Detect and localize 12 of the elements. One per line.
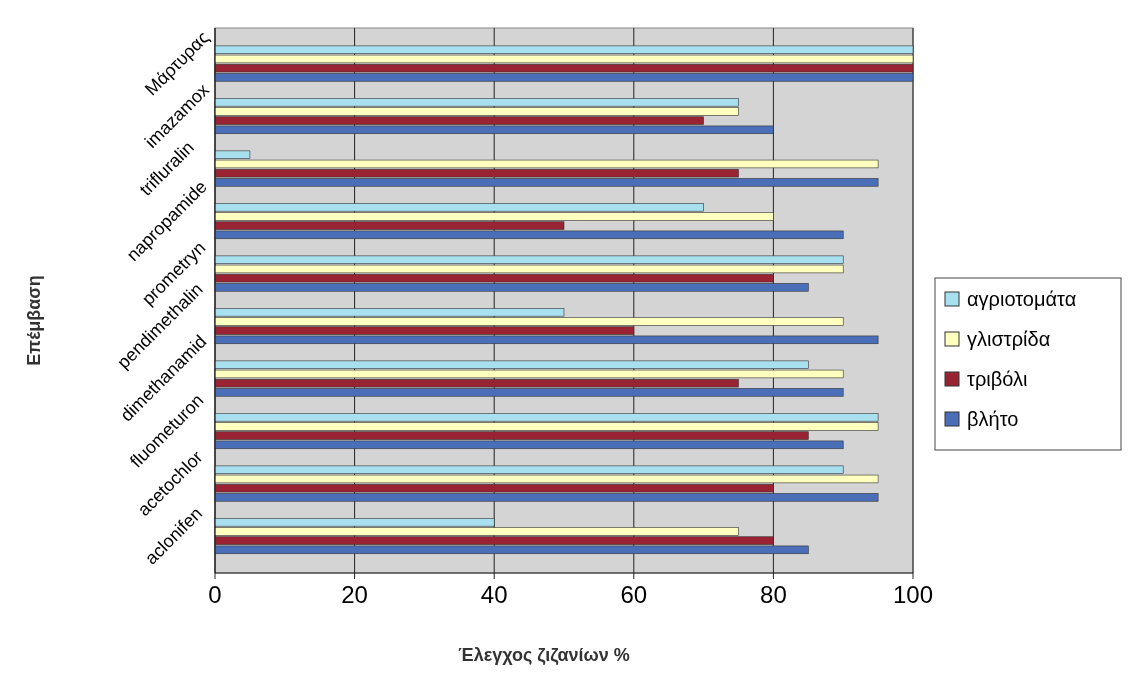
x-tick-label: 0 (208, 581, 222, 608)
x-tick-label: 80 (760, 581, 787, 608)
x-tick-label: 40 (480, 581, 508, 608)
legend-label: βλήτο (967, 408, 1019, 430)
y-axis-title: Επέμβαση (24, 275, 44, 366)
x-tick-label: 100 (892, 581, 934, 608)
x-tick-label: 20 (341, 581, 368, 608)
legend-label: τριβόλι (967, 368, 1028, 390)
x-tick-label: 60 (620, 581, 648, 608)
legend-label: αγριοτομάτα (967, 288, 1077, 310)
legend-label: γλιστρίδα (967, 328, 1051, 350)
x-axis-title: Έλεγχος ζιζανίων % (458, 645, 630, 666)
